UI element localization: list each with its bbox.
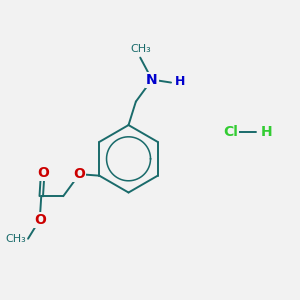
Text: CH₃: CH₃ — [5, 234, 26, 244]
Text: Cl: Cl — [224, 125, 239, 140]
Text: O: O — [37, 166, 49, 180]
Text: O: O — [74, 167, 85, 181]
Text: H: H — [175, 76, 185, 88]
Text: H: H — [260, 125, 272, 140]
Text: O: O — [34, 213, 46, 226]
Text: CH₃: CH₃ — [130, 44, 151, 54]
Text: N: N — [146, 73, 158, 87]
